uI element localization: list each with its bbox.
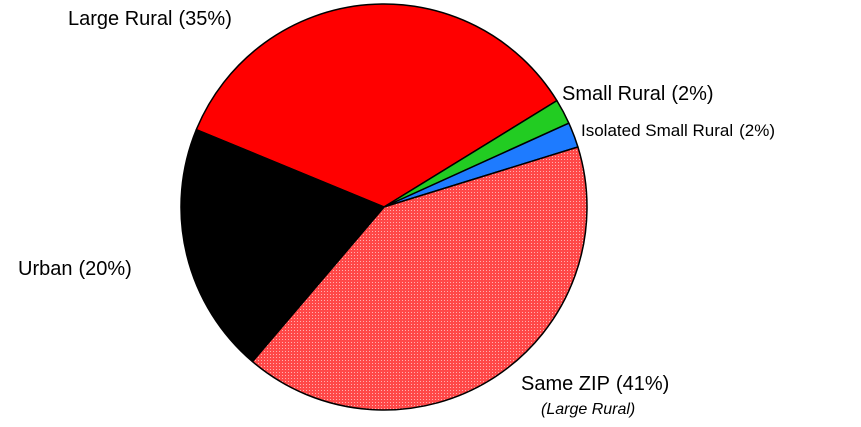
value-label: (20%): [78, 258, 131, 280]
value-label: (2%): [671, 83, 713, 105]
category-name: Large Rural: [68, 8, 173, 30]
annotation: (Large Rural): [541, 401, 635, 418]
category-name: Same ZIP: [521, 373, 610, 395]
slice-label: Large Rural (35%): [68, 8, 232, 30]
pie-slice: [180, 128, 385, 363]
value-label: (41%): [616, 373, 669, 395]
value-label: (2%): [739, 121, 775, 140]
value-label: (35%): [179, 8, 232, 30]
slice-label: Small Rural (2%): [562, 83, 714, 105]
pie-slice: [195, 3, 558, 208]
category-name: Small Rural: [562, 83, 665, 105]
pie-slice: [251, 146, 588, 411]
category-name: Urban: [18, 258, 72, 280]
slice-label: Isolated Small Rural (2%): [581, 121, 775, 140]
slice-label: Same ZIP (41%): [521, 373, 669, 395]
category-name: Isolated Small Rural: [581, 121, 733, 140]
slice-label: Urban (20%): [18, 258, 132, 280]
